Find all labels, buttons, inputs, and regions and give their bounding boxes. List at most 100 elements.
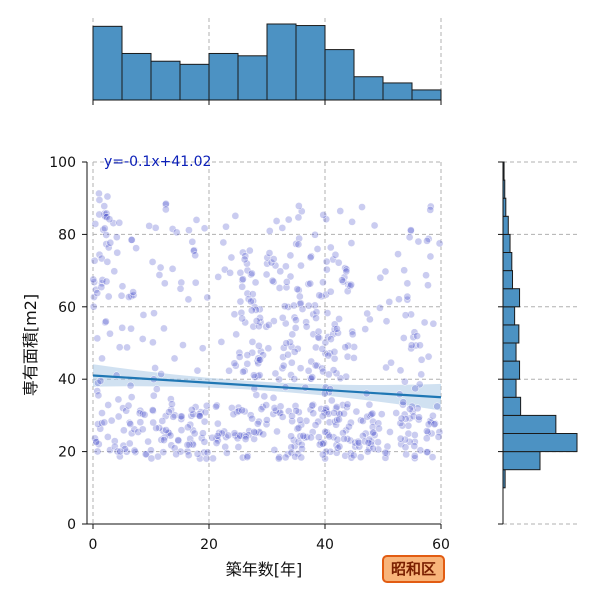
data-point	[271, 261, 280, 270]
data-point	[238, 406, 246, 415]
data-point	[97, 283, 106, 291]
y-tick-label: 20	[58, 445, 76, 461]
y-histogram-bar	[502, 252, 513, 272]
data-point	[308, 401, 317, 410]
data-point	[136, 406, 145, 415]
data-point	[134, 428, 142, 436]
data-point	[209, 454, 217, 463]
data-point	[330, 320, 339, 329]
data-point	[297, 420, 306, 429]
data-point	[95, 210, 104, 219]
data-point	[314, 327, 323, 336]
data-point	[290, 313, 299, 322]
data-point	[288, 330, 297, 339]
data-point	[326, 287, 335, 296]
data-point	[232, 330, 241, 339]
data-point	[278, 313, 287, 322]
data-point	[177, 412, 186, 421]
data-point	[287, 358, 296, 367]
data-point	[429, 319, 438, 328]
data-point	[126, 420, 135, 428]
y-histogram-bar	[502, 433, 578, 453]
data-point	[111, 442, 119, 451]
data-point	[404, 429, 413, 438]
data-point	[292, 316, 300, 324]
main-grid	[92, 161, 442, 525]
data-point	[255, 305, 264, 314]
data-point	[343, 352, 352, 361]
data-point	[247, 306, 256, 315]
data-point	[404, 421, 413, 430]
data-point	[105, 215, 114, 224]
data-point	[248, 414, 256, 423]
data-point	[249, 322, 258, 331]
data-point	[295, 202, 303, 210]
data-point	[348, 218, 356, 226]
data-point	[293, 285, 302, 293]
data-point	[90, 256, 99, 265]
data-point	[416, 341, 424, 350]
y-tick-label: 80	[58, 227, 76, 243]
data-point	[435, 428, 444, 436]
data-point	[396, 434, 405, 443]
data-point	[95, 189, 103, 198]
district-badge-label: 昭和区	[391, 560, 436, 578]
data-point	[367, 410, 376, 419]
data-point	[116, 447, 124, 456]
data-point	[363, 447, 372, 456]
data-point	[247, 297, 255, 306]
data-point	[126, 381, 135, 390]
data-point	[102, 231, 111, 239]
data-point	[227, 253, 236, 262]
data-point	[255, 371, 264, 380]
data-point	[363, 309, 372, 318]
data-point	[213, 431, 222, 440]
data-point	[147, 446, 155, 455]
data-point	[202, 454, 211, 463]
x-histogram-bar	[266, 23, 297, 101]
data-point	[93, 334, 102, 343]
data-point	[245, 246, 254, 255]
data-point	[221, 443, 230, 451]
data-point	[170, 444, 179, 453]
data-point	[272, 217, 281, 225]
data-point	[293, 344, 302, 353]
x-histogram-bar	[353, 76, 384, 101]
data-point	[136, 418, 145, 427]
data-point	[158, 417, 167, 425]
data-point	[314, 433, 323, 442]
data-point	[193, 450, 202, 458]
data-point	[243, 266, 252, 275]
data-point	[203, 448, 212, 457]
data-point	[324, 370, 333, 379]
data-point	[348, 327, 357, 336]
data-point	[110, 437, 119, 446]
data-point	[252, 391, 261, 399]
data-point	[286, 338, 294, 347]
data-point	[230, 359, 239, 368]
data-point	[157, 370, 166, 378]
data-point	[239, 367, 247, 376]
data-point	[223, 449, 231, 457]
x-histogram-bar	[382, 82, 413, 101]
data-point	[219, 238, 228, 247]
data-point	[342, 372, 350, 381]
data-point	[410, 454, 419, 463]
data-point	[164, 428, 173, 437]
data-point	[242, 432, 250, 441]
data-point	[428, 453, 437, 461]
data-point	[240, 255, 249, 264]
data-point	[327, 335, 335, 343]
data-point	[120, 426, 128, 435]
data-point	[401, 415, 410, 423]
x-histogram-bar	[121, 52, 152, 101]
data-point	[403, 292, 412, 301]
data-point	[271, 369, 280, 378]
data-point	[278, 364, 287, 373]
data-point	[248, 290, 257, 298]
data-point	[423, 427, 431, 435]
data-point	[422, 434, 431, 443]
data-point	[243, 453, 252, 461]
data-point	[162, 426, 170, 434]
data-point	[129, 288, 137, 296]
